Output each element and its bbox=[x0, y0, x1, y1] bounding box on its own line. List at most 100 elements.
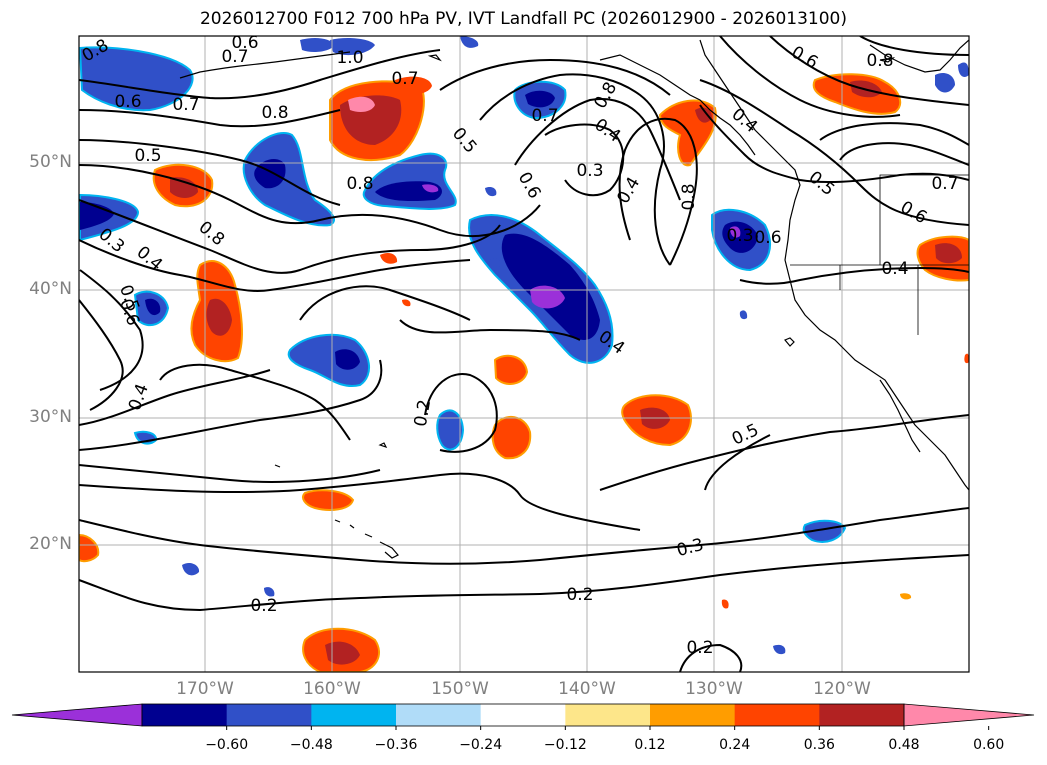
colorbar-bin bbox=[480, 704, 566, 726]
negative-anomaly-blob bbox=[485, 186, 497, 197]
lat-label: 30°N bbox=[29, 407, 72, 427]
positive-anomaly-core bbox=[935, 243, 962, 264]
contour-label: 0.8 bbox=[261, 103, 288, 123]
contour-label: 0.7 bbox=[531, 106, 558, 126]
contour-label: 0.2 bbox=[566, 585, 593, 605]
aleutian-islands bbox=[179, 51, 351, 79]
colorbar-label: −0.48 bbox=[289, 737, 333, 753]
negative-anomaly-blob bbox=[300, 37, 335, 53]
negative-anomaly-core bbox=[254, 158, 286, 189]
negative-anomaly-peak bbox=[422, 184, 439, 193]
negative-anomaly-core bbox=[525, 90, 555, 108]
colorbar-bin bbox=[565, 704, 651, 726]
colorbar-bin bbox=[142, 704, 228, 726]
positive-anomaly-core bbox=[695, 107, 712, 123]
small-island bbox=[427, 54, 442, 62]
small-island bbox=[784, 337, 795, 347]
contour-label: 0.5 bbox=[134, 146, 161, 166]
positive-anomaly-blob bbox=[900, 593, 912, 600]
lon-label: 130°W bbox=[685, 679, 743, 699]
colorbar-label: 0.48 bbox=[888, 737, 920, 753]
colorbar-bin bbox=[819, 704, 905, 726]
contour-label: 0.8 bbox=[679, 183, 699, 210]
positive-anomaly-blob bbox=[493, 354, 529, 385]
contour-label: 0.4 bbox=[881, 259, 908, 279]
colorbar-label: 0.36 bbox=[803, 737, 835, 753]
contour-label: 0.3 bbox=[576, 161, 603, 181]
positive-anomaly-blob bbox=[491, 416, 532, 460]
colorbar-frame bbox=[141, 703, 905, 727]
positive-anomaly-blob bbox=[395, 76, 432, 95]
positive-anomaly-blob bbox=[402, 299, 411, 307]
small-island bbox=[378, 442, 388, 449]
contour-label: 0.2 bbox=[250, 596, 277, 616]
positive-anomaly-blob bbox=[380, 252, 398, 264]
coastlines bbox=[179, 39, 969, 559]
small-island bbox=[879, 57, 896, 63]
positive-anomaly-blob bbox=[721, 599, 729, 609]
colorbar-bin bbox=[311, 704, 397, 726]
positive-anomaly-peak bbox=[348, 96, 375, 113]
contour-label: 0.8 bbox=[346, 174, 373, 194]
lat-label: 40°N bbox=[29, 279, 72, 299]
colorbar-bin bbox=[396, 704, 482, 726]
colorbar-label: 0.12 bbox=[634, 737, 666, 753]
contour-label: 0.8 bbox=[866, 51, 893, 71]
lon-label: 170°W bbox=[176, 679, 234, 699]
ivt-contours bbox=[79, 36, 969, 672]
negative-anomaly-blob bbox=[264, 587, 275, 597]
colorbar bbox=[11, 703, 1035, 730]
contour-label: 0.6 bbox=[754, 228, 781, 248]
colorbar-label: 0.24 bbox=[719, 737, 751, 753]
colorbar-label: −0.12 bbox=[543, 737, 587, 753]
negative-anomaly-blob bbox=[436, 409, 465, 451]
colorbar-extend-max bbox=[903, 703, 1035, 727]
contour-label: 0.7 bbox=[391, 69, 418, 89]
contour-label: 0.7 bbox=[221, 47, 248, 67]
negative-anomaly-peak bbox=[530, 285, 565, 309]
lat-label: 20°N bbox=[29, 534, 72, 554]
negative-anomaly-blob bbox=[79, 46, 194, 112]
contour-label: 1.0 bbox=[336, 48, 363, 68]
negative-anomaly-blob bbox=[739, 310, 748, 320]
baja-california-coast bbox=[879, 379, 921, 453]
positive-anomaly-blob bbox=[964, 353, 969, 364]
contour-label: 0.7 bbox=[931, 174, 958, 194]
lat-label: 50°N bbox=[29, 152, 72, 172]
positive-anomaly-core bbox=[206, 298, 232, 336]
colorbar-bin bbox=[734, 704, 820, 726]
negative-anomaly-blob bbox=[935, 73, 955, 93]
negative-anomaly-core bbox=[145, 298, 161, 316]
negative-anomaly-blob bbox=[460, 36, 479, 48]
negative-anomaly-blob bbox=[490, 258, 501, 268]
graticule bbox=[79, 36, 969, 672]
contour-label: 0.6 bbox=[231, 33, 258, 53]
lon-label: 150°W bbox=[431, 679, 489, 699]
map-title: 2026012700 F012 700 hPa PV, IVT Landfall… bbox=[199, 9, 847, 29]
negative-anomaly-blob bbox=[958, 62, 969, 77]
contour-label: 0.7 bbox=[172, 95, 199, 115]
lon-label: 160°W bbox=[303, 679, 361, 699]
negative-anomaly-blob bbox=[330, 37, 375, 56]
colorbar-extend-min bbox=[11, 703, 143, 727]
negative-anomaly-blob bbox=[182, 562, 200, 576]
colorbar-label: −0.24 bbox=[459, 737, 503, 753]
small-island bbox=[274, 464, 281, 468]
positive-anomaly-core bbox=[170, 177, 198, 198]
negative-anomaly-peak bbox=[730, 226, 741, 238]
contour-label: 0.2 bbox=[411, 398, 435, 428]
contour-label: 0.3 bbox=[726, 226, 753, 246]
colorbar-bin bbox=[226, 704, 312, 726]
north-america-coast bbox=[699, 39, 969, 491]
contour-label: 0.6 bbox=[114, 92, 141, 112]
map-frame bbox=[78, 35, 970, 673]
negative-anomaly-blob bbox=[287, 333, 370, 387]
positive-anomaly-core bbox=[325, 641, 360, 665]
alaska-panhandle-coast bbox=[599, 54, 756, 156]
border-line bbox=[790, 174, 969, 335]
positive-anomaly-blob bbox=[79, 533, 100, 563]
hawaii-islands bbox=[334, 519, 399, 559]
lon-label: 120°W bbox=[813, 679, 871, 699]
lon-label: 140°W bbox=[558, 679, 616, 699]
